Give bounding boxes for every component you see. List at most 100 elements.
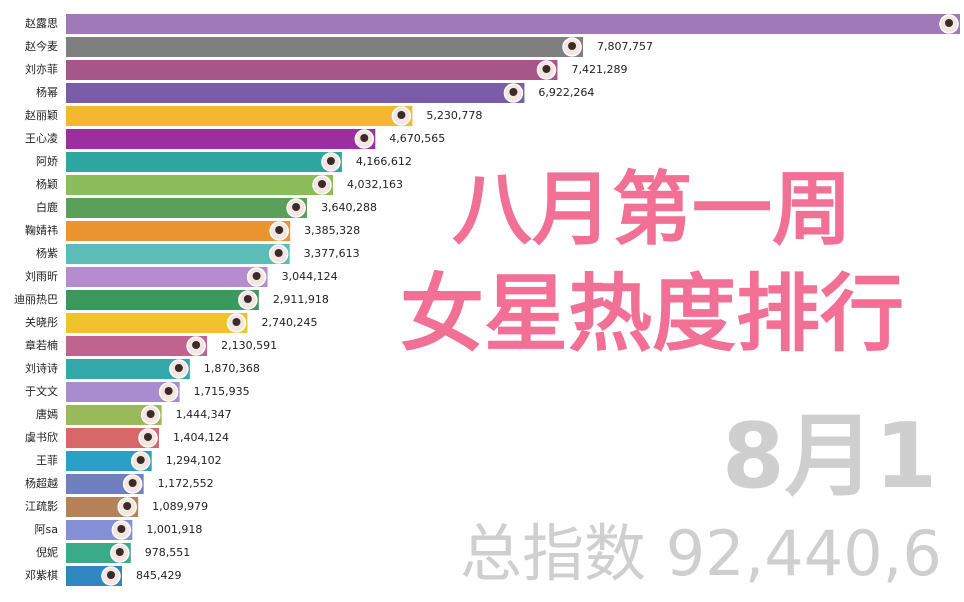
date-label: 8月1: [722, 404, 937, 509]
avatar-face: [115, 548, 124, 556]
chart-subtitle: 女星热度排行: [400, 265, 904, 363]
avatar-face: [123, 502, 132, 510]
avatar-face: [243, 295, 252, 303]
value-label: 845,429: [136, 569, 182, 582]
value-label: 1,089,979: [152, 500, 208, 513]
category-label: 鞠婧祎: [25, 223, 58, 237]
value-label: 1,001,918: [146, 523, 202, 536]
bar: [66, 221, 291, 241]
category-label: 阿sa: [35, 523, 58, 536]
value-label: 7,421,289: [571, 63, 627, 76]
bar: [66, 244, 290, 264]
category-label: 刘诗诗: [25, 361, 58, 375]
category-label: 杨颖: [36, 177, 58, 191]
category-label: 王菲: [36, 454, 58, 467]
value-label: 4,166,612: [356, 155, 412, 168]
bar: [66, 175, 334, 195]
value-label: 7,807,757: [597, 40, 653, 53]
avatar-face: [106, 571, 115, 579]
category-label: 赵丽颖: [25, 108, 58, 122]
value-label: 1,444,347: [176, 408, 232, 421]
avatar-face: [117, 525, 126, 533]
value-label: 1,172,552: [158, 477, 214, 490]
category-label: 于文文: [25, 384, 58, 398]
value-label: 3,640,288: [321, 201, 377, 214]
avatar-face: [252, 272, 261, 280]
bar: [66, 451, 152, 471]
avatar-face: [542, 65, 551, 73]
avatar-face: [128, 479, 137, 487]
category-label: 倪妮: [36, 545, 58, 559]
category-label: 唐嫣: [36, 407, 58, 421]
value-label: 978,551: [145, 546, 191, 559]
value-label: 1,294,102: [166, 454, 222, 467]
avatar-face: [143, 433, 152, 441]
value-label: 4,670,565: [389, 132, 445, 145]
category-label: 赵露思: [25, 16, 58, 30]
avatar-face: [275, 226, 284, 234]
category-label: 江疏影: [25, 499, 58, 513]
category-label: 迪丽热巴: [14, 293, 58, 306]
avatar-face: [232, 318, 241, 326]
bar: [66, 198, 308, 218]
bar: [66, 129, 376, 149]
value-label: 4,032,163: [347, 178, 403, 191]
category-label: 刘雨昕: [25, 270, 58, 283]
category-label: 邓紫棋: [25, 568, 58, 582]
category-label: 阿娇: [36, 155, 58, 168]
value-label: 2,130,591: [221, 339, 277, 352]
bar: [66, 152, 342, 172]
avatar-face: [509, 88, 518, 96]
avatar-face: [397, 111, 406, 119]
avatar-face: [292, 203, 301, 211]
avatar-face: [318, 180, 327, 188]
value-label: 1,404,124: [173, 431, 229, 444]
avatar-face: [326, 157, 335, 165]
avatar-face: [568, 42, 577, 50]
bar: [66, 106, 413, 126]
avatar-face: [136, 456, 145, 464]
avatar-face: [192, 341, 201, 349]
value-label: 2,911,918: [273, 293, 329, 306]
category-label: 虞书欣: [25, 430, 58, 444]
avatar-face: [274, 249, 283, 257]
value-label: 5,230,778: [426, 109, 482, 122]
value-label: 1,870,368: [204, 362, 260, 375]
bar: [66, 313, 248, 333]
category-label: 白鹿: [36, 200, 58, 214]
value-label: 3,377,613: [304, 247, 360, 260]
bar: [66, 405, 162, 425]
bar: [66, 37, 584, 57]
category-label: 赵今麦: [25, 39, 58, 53]
category-label: 杨幂: [36, 85, 58, 99]
category-label: 杨超越: [25, 476, 58, 490]
total-label: 总指数 92,440,6: [460, 517, 942, 590]
avatar-face: [174, 364, 183, 372]
avatar-face: [360, 134, 369, 142]
category-label: 王心凌: [25, 131, 58, 145]
value-label: 6,922,264: [538, 86, 594, 99]
category-label: 刘亦菲: [25, 62, 58, 76]
category-label: 章若楠: [25, 338, 58, 352]
bar: [66, 359, 190, 379]
bar: [66, 428, 159, 448]
avatar-face: [945, 19, 953, 27]
value-label: 1,715,935: [194, 385, 250, 398]
value-label: 3,385,328: [304, 224, 360, 237]
bar: [66, 290, 259, 310]
bar: [66, 474, 144, 494]
value-label: 2,740,245: [261, 316, 317, 329]
chart-title: 八月第一周: [452, 163, 852, 256]
avatar-face: [146, 410, 155, 418]
avatar-face: [164, 387, 173, 395]
category-label: 杨紫: [36, 246, 58, 260]
bar: [66, 14, 960, 34]
bar: [66, 60, 558, 80]
bar: [66, 267, 268, 287]
value-label: 3,044,124: [282, 270, 338, 283]
category-label: 关晓彤: [25, 315, 58, 329]
bar: [66, 83, 525, 103]
bar: [66, 382, 180, 402]
